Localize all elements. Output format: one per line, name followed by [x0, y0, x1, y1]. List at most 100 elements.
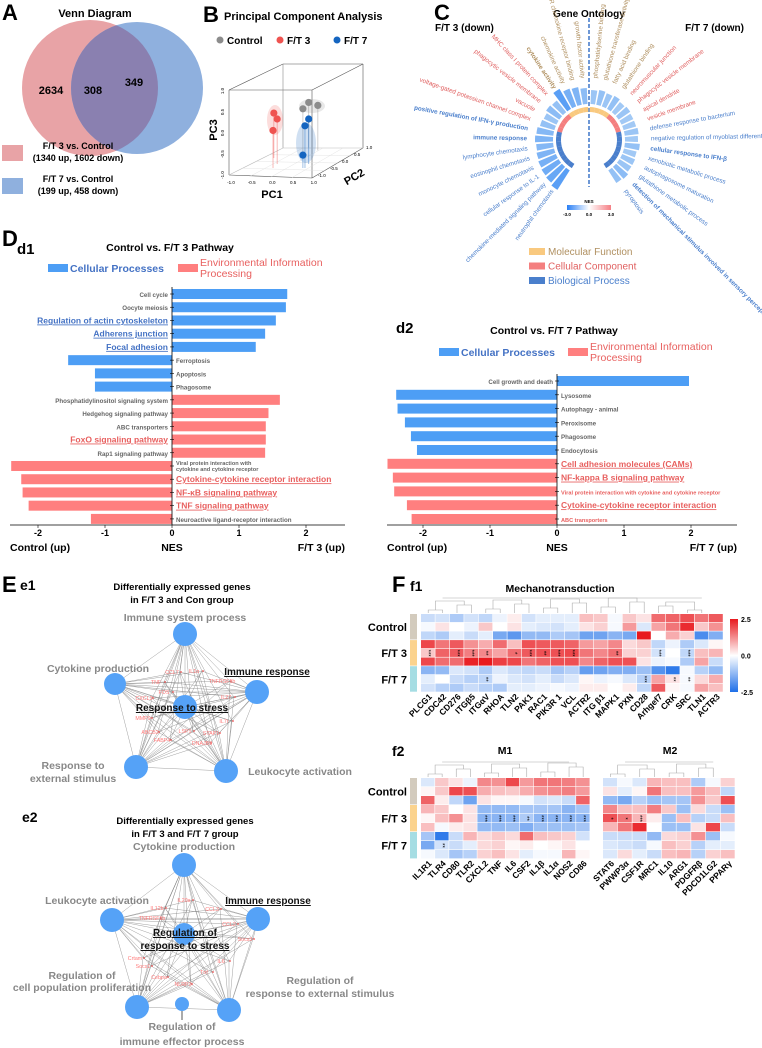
heatmap-cell	[676, 832, 691, 841]
x-tick-label: 0	[554, 528, 559, 538]
heatmap-cell	[705, 787, 720, 796]
network-edge	[135, 766, 227, 772]
significance-mark: ***	[684, 650, 690, 658]
network-edge	[150, 918, 259, 967]
heatmap-cell	[691, 778, 706, 787]
heatmap-cell	[709, 683, 723, 692]
go-category-ring	[561, 117, 569, 125]
dendrogram-branch	[698, 767, 714, 777]
heatmap-cell	[435, 674, 450, 683]
heatmap-cell	[519, 823, 534, 832]
network-edge	[183, 864, 259, 920]
network-edge	[183, 864, 230, 1011]
heatmap-cell	[463, 796, 477, 805]
bar-label: Autophagy - animal	[561, 407, 619, 414]
significance-mark: ***	[636, 815, 642, 823]
network-title: in F/T 3 and F/T 7 group	[131, 829, 238, 840]
gene-dot	[143, 957, 145, 959]
panel-c-gene-ontology: C Gene Ontology F/T 3 (down) F/T 7 (down…	[413, 0, 762, 339]
heatmap-cell	[505, 823, 520, 832]
network-edge	[135, 633, 186, 768]
pca-tick-pc2: 0.5	[354, 152, 361, 157]
pca-point	[273, 115, 281, 123]
network-edge	[163, 681, 258, 693]
go-title: Gene Ontology	[553, 9, 625, 20]
heatmap-cell	[491, 805, 505, 814]
bar-label: FoxO signaling pathway	[70, 435, 168, 445]
gene-dot	[192, 899, 194, 901]
heatmap-cell	[608, 666, 622, 675]
heatmap-cell	[435, 648, 450, 657]
heatmap-cell	[536, 674, 550, 683]
heatmap-cell	[680, 657, 694, 666]
go-category-ring	[556, 146, 564, 153]
heatmap-cell	[435, 796, 449, 805]
heatmap-cell	[507, 657, 522, 666]
node-label: Immune response	[225, 896, 311, 907]
panel-letter-b: B	[203, 2, 219, 27]
heatmap-cell	[547, 832, 562, 841]
heatmap-cell	[449, 666, 464, 675]
heatmap-cell	[617, 787, 632, 796]
pca-point	[299, 151, 307, 159]
network-node	[104, 673, 126, 695]
heatmap-cell	[507, 614, 522, 623]
network-edge	[150, 717, 227, 772]
heatmap-cell	[493, 631, 507, 640]
heatmap-cell	[533, 778, 548, 787]
gene-dot	[193, 730, 195, 732]
bar-label: Peroxisome	[561, 420, 597, 427]
heatmap-cell	[637, 640, 651, 649]
dendrogram-branch	[600, 606, 616, 613]
heatmap-column-label: TNF	[485, 858, 504, 877]
go-bar	[596, 90, 606, 106]
heatmap-cell	[622, 683, 637, 692]
bar	[392, 472, 557, 483]
heatmap-cell	[651, 622, 666, 631]
node-label: Regulation of	[48, 970, 116, 982]
gene-dot	[220, 908, 222, 910]
heatmap-cell	[449, 823, 463, 832]
heatmap-cell	[449, 841, 463, 850]
heatmap-cell	[576, 814, 590, 823]
network-edge	[136, 917, 161, 1008]
node-label: Immune system process	[124, 612, 247, 624]
gene-dot	[253, 938, 255, 940]
network-node	[173, 923, 195, 945]
heatmap-cell	[593, 683, 608, 692]
go-bar	[624, 135, 639, 143]
node-label: Regulation of	[153, 928, 218, 939]
bar	[410, 431, 557, 442]
heatmap-cell	[680, 640, 694, 649]
chart-sub-label: d1	[17, 241, 35, 258]
dendrogram-branch	[512, 767, 528, 777]
heatmap-cell	[435, 657, 450, 666]
network-edge	[159, 917, 230, 1011]
heatmap-title: M1	[498, 745, 513, 757]
bar-label: Hedgehog signaling pathway	[82, 411, 168, 418]
heatmap-cell	[576, 832, 590, 841]
pca-box-edge	[228, 63, 284, 91]
network-edge	[183, 864, 238, 925]
go-bar	[541, 159, 562, 176]
go-category-ring	[560, 154, 568, 162]
bar	[172, 289, 288, 299]
gene-dot	[219, 732, 221, 734]
network-edge	[114, 683, 137, 768]
heatmap-cell	[622, 657, 637, 666]
go-category-ring	[616, 141, 622, 148]
heatmap-cell	[579, 631, 594, 640]
go-bar	[615, 106, 631, 120]
network-edge	[183, 864, 254, 940]
heatmap-cell	[435, 640, 450, 649]
network-edge	[111, 919, 185, 935]
node-label: Cytokine production	[133, 841, 235, 853]
heatmap-cell	[550, 622, 565, 631]
heatmap-cell	[533, 850, 548, 859]
row-group-label: F/T 3	[381, 814, 407, 826]
network-edge	[111, 919, 138, 1008]
network-edge	[136, 933, 185, 1008]
network-edge	[157, 691, 258, 733]
pca-box-edge	[242, 168, 325, 171]
